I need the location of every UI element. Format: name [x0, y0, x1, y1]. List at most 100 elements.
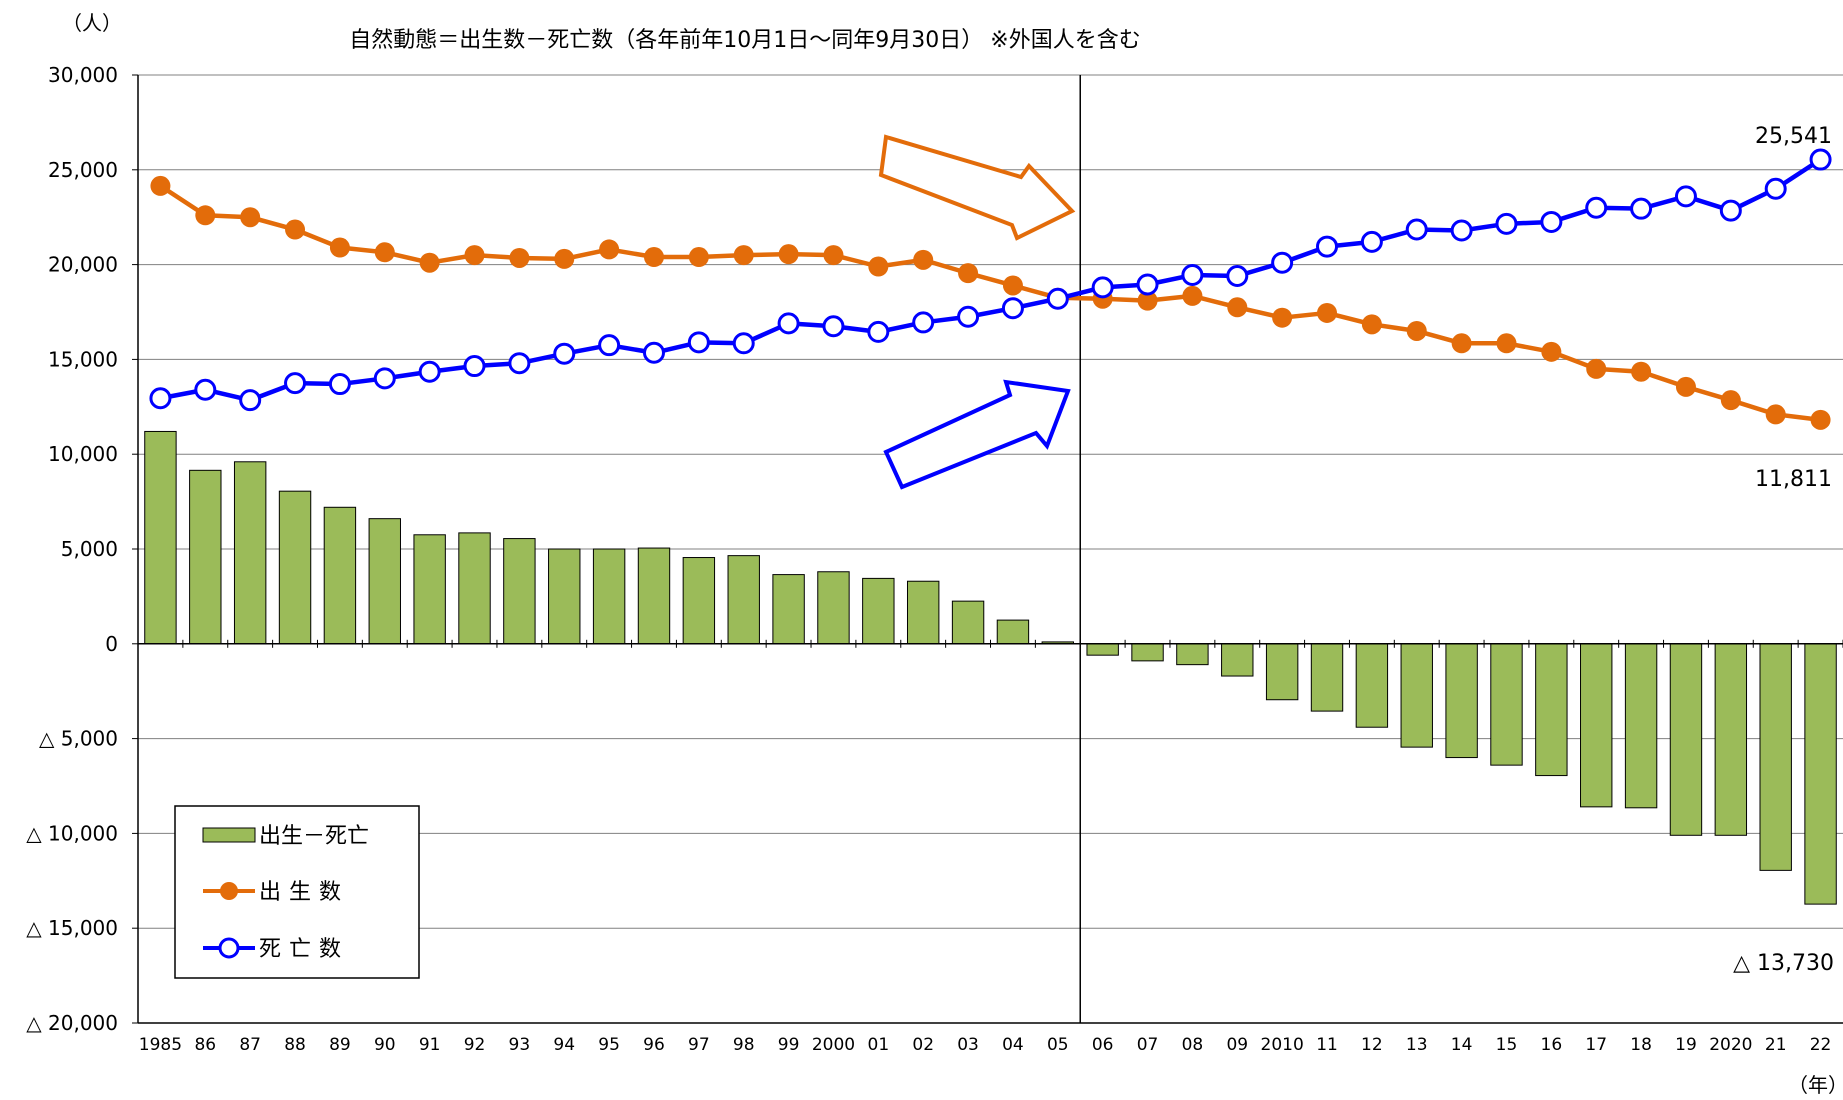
- bar-97: [682, 557, 716, 645]
- x-tick-label-93: 93: [509, 1035, 531, 1055]
- bar-19: [1669, 643, 1703, 836]
- x-tick-label-87: 87: [239, 1035, 261, 1055]
- x-tick-label-2020: 2020: [1709, 1035, 1752, 1055]
- legend-marker-deaths: [218, 937, 240, 959]
- point-deaths-91: [418, 360, 441, 383]
- point-births-02: [913, 249, 934, 270]
- bar-04: [996, 619, 1030, 645]
- x-tick-label-12: 12: [1361, 1035, 1383, 1055]
- x-tick-label-02: 02: [912, 1035, 934, 1055]
- point-births-91: [419, 252, 440, 273]
- x-tick-label-88: 88: [284, 1035, 306, 1055]
- point-births-17: [1586, 358, 1607, 379]
- legend-label-births: 出生数: [259, 880, 349, 905]
- point-deaths-2010: [1271, 251, 1294, 274]
- y-tick-label-8: △ 10,000: [26, 821, 118, 845]
- annotation-deaths-last: 25,541: [1755, 124, 1832, 149]
- point-births-2000: [823, 245, 844, 266]
- point-deaths-2000: [822, 315, 845, 338]
- point-births-99: [778, 244, 799, 265]
- point-deaths-98: [732, 332, 755, 355]
- point-deaths-95: [598, 334, 621, 357]
- legend-label-net: 出生－死亡: [259, 824, 369, 849]
- line-births: [159, 184, 1821, 423]
- point-births-09: [1227, 297, 1248, 318]
- x-tick-label-11: 11: [1316, 1035, 1338, 1055]
- y-tick-label-1: 25,000: [48, 158, 118, 182]
- point-deaths-97: [687, 331, 710, 354]
- point-deaths-15: [1495, 212, 1518, 235]
- point-deaths-05: [1046, 287, 1069, 310]
- point-deaths-86: [194, 378, 217, 401]
- point-births-93: [509, 247, 530, 268]
- point-births-98: [733, 245, 754, 266]
- point-births-96: [643, 247, 664, 268]
- y-tick-label-7: △ 5,000: [39, 727, 118, 751]
- bar-21: [1759, 643, 1792, 871]
- line-series: [149, 148, 1832, 430]
- point-deaths-11: [1316, 235, 1339, 258]
- point-deaths-17: [1585, 196, 1608, 219]
- x-tick-label-96: 96: [643, 1035, 665, 1055]
- point-births-16: [1541, 341, 1562, 362]
- annotation-births-last: 11,811: [1755, 467, 1832, 492]
- point-births-86: [195, 205, 216, 226]
- point-deaths-19: [1674, 185, 1697, 208]
- point-births-21: [1765, 404, 1786, 425]
- bar-11: [1310, 643, 1344, 712]
- x-tick-label-07: 07: [1137, 1035, 1159, 1055]
- bar-13: [1400, 643, 1433, 748]
- y-tick-label-0: 30,000: [48, 63, 118, 87]
- x-tick-label-21: 21: [1765, 1035, 1787, 1055]
- legend-swatch-net: [202, 827, 256, 843]
- point-deaths-13: [1405, 218, 1428, 241]
- y-unit-label: （人）: [62, 11, 122, 35]
- point-deaths-08: [1181, 264, 1204, 287]
- point-births-88: [285, 219, 306, 240]
- point-births-2020: [1720, 390, 1741, 411]
- point-births-03: [958, 263, 979, 284]
- point-deaths-22: [1809, 148, 1832, 171]
- x-tick-label-90: 90: [374, 1035, 396, 1055]
- x-tick-label-09: 09: [1226, 1035, 1248, 1055]
- y-tick-labels: 30,000 25,000 20,000 15,000 10,000 5,000 0 △ 5,…: [26, 63, 118, 1035]
- x-tick-label-89: 89: [329, 1035, 351, 1055]
- point-births-14: [1451, 333, 1472, 354]
- chart-title: 自然動態＝出生数－死亡数（各年前年10月1日～同年9月30日） ※外国人を含む: [349, 28, 1140, 53]
- x-tick-label-91: 91: [419, 1035, 441, 1055]
- x-tick-label-2000: 2000: [812, 1035, 855, 1055]
- point-births-94: [554, 248, 575, 269]
- y-tick-label-6: 0: [105, 632, 118, 656]
- point-deaths-07: [1136, 273, 1159, 296]
- point-deaths-88: [284, 372, 307, 395]
- point-deaths-2020: [1719, 199, 1742, 222]
- x-tick-label-92: 92: [464, 1035, 486, 1055]
- point-deaths-93: [508, 352, 531, 375]
- point-births-11: [1317, 302, 1338, 323]
- y-tick-label-4: 10,000: [48, 442, 118, 466]
- x-tick-label-15: 15: [1496, 1035, 1518, 1055]
- point-births-01: [868, 256, 889, 277]
- bar-16: [1535, 643, 1568, 777]
- bar-94: [548, 548, 581, 645]
- bar-12: [1355, 643, 1389, 728]
- point-births-90: [374, 242, 395, 263]
- x-tick-label-22: 22: [1810, 1035, 1832, 1055]
- x-tick-label-1985: 1985: [139, 1035, 182, 1055]
- bar-98: [727, 555, 760, 645]
- point-births-15: [1496, 333, 1517, 354]
- point-births-97: [688, 247, 709, 268]
- x-tick-label-97: 97: [688, 1035, 710, 1055]
- point-deaths-09: [1226, 264, 1249, 287]
- point-deaths-92: [463, 355, 486, 378]
- point-births-2010: [1272, 307, 1293, 328]
- point-deaths-16: [1540, 210, 1563, 233]
- x-tick-label-14: 14: [1451, 1035, 1473, 1055]
- point-births-19: [1675, 376, 1696, 397]
- point-deaths-02: [912, 311, 935, 334]
- bar-17: [1580, 643, 1613, 808]
- bar-15: [1490, 643, 1523, 766]
- bar-14: [1445, 643, 1478, 759]
- bar-95: [592, 548, 626, 645]
- x-tick-label-13: 13: [1406, 1035, 1428, 1055]
